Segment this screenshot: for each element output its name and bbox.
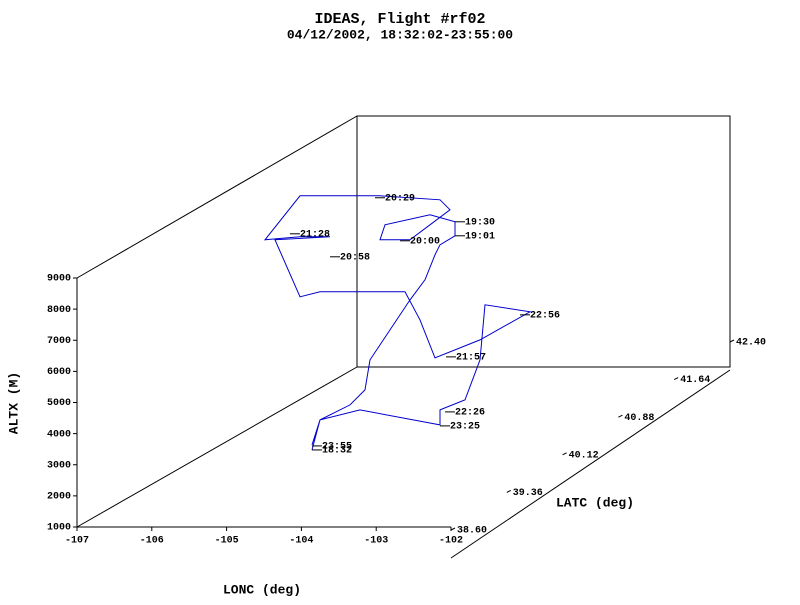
z-axis-label: ALTX (M) — [6, 372, 21, 434]
x-axis-label: LONC (deg) — [223, 582, 301, 597]
annotation: 19:01 — [465, 231, 495, 242]
annotation: 18:32 — [322, 446, 352, 457]
y-tick-label: 40.12 — [569, 450, 599, 461]
y-tick — [506, 489, 512, 493]
y-tick — [618, 414, 623, 418]
annotation: 22:26 — [455, 408, 485, 419]
y-axis-label: LATC (deg) — [556, 495, 634, 510]
annotation: 21:28 — [300, 229, 330, 240]
z-tick-label: 4000 — [47, 429, 71, 440]
z-tick-label: 5000 — [47, 398, 71, 409]
y-tick-label: 42.40 — [736, 338, 766, 349]
z-tick-label: 9000 — [47, 274, 71, 285]
y-tick — [673, 377, 679, 381]
z-tick-label: 8000 — [47, 305, 71, 316]
chart-title: IDEAS, Flight #rf02 — [314, 11, 485, 28]
back-wall — [356, 115, 731, 368]
y-tick-label: 40.88 — [624, 413, 654, 424]
annotation: 19:30 — [465, 217, 495, 228]
x-tick-label: -107 — [65, 536, 89, 547]
annotation: 20:58 — [340, 252, 370, 263]
z-tick-label: 6000 — [47, 367, 71, 378]
y-axis-line — [450, 369, 731, 559]
annotation: 21:57 — [456, 353, 486, 364]
annotation: 22:56 — [530, 310, 560, 321]
z-tick-label: 2000 — [47, 492, 71, 503]
annotation: 20:00 — [410, 236, 440, 247]
y-tick — [729, 339, 735, 343]
box-edge — [76, 366, 358, 528]
box — [76, 115, 731, 559]
z-tick-label: 3000 — [47, 460, 71, 471]
y-tick — [450, 527, 456, 531]
x-tick-label: -105 — [215, 536, 239, 547]
annotation: 20:29 — [385, 193, 415, 204]
x-tick-label: -104 — [289, 536, 313, 547]
annotation: 23:55 — [322, 442, 352, 453]
x-tick-label: -106 — [140, 536, 164, 547]
box-edge — [76, 115, 358, 279]
x-tick-label: -103 — [364, 536, 388, 547]
z-tick-label: 1000 — [47, 523, 71, 534]
chart-subtitle: 04/12/2002, 18:32:02-23:55:00 — [287, 27, 513, 42]
flight-track — [263, 195, 532, 451]
x-tick-label: -102 — [439, 536, 463, 547]
z-tick-label: 7000 — [47, 336, 71, 347]
y-tick-label: 38.60 — [457, 526, 487, 537]
annotation: 23:25 — [450, 422, 480, 433]
y-tick-label: 41.64 — [680, 375, 710, 386]
y-tick — [562, 452, 567, 456]
y-tick-label: 39.36 — [513, 488, 543, 499]
